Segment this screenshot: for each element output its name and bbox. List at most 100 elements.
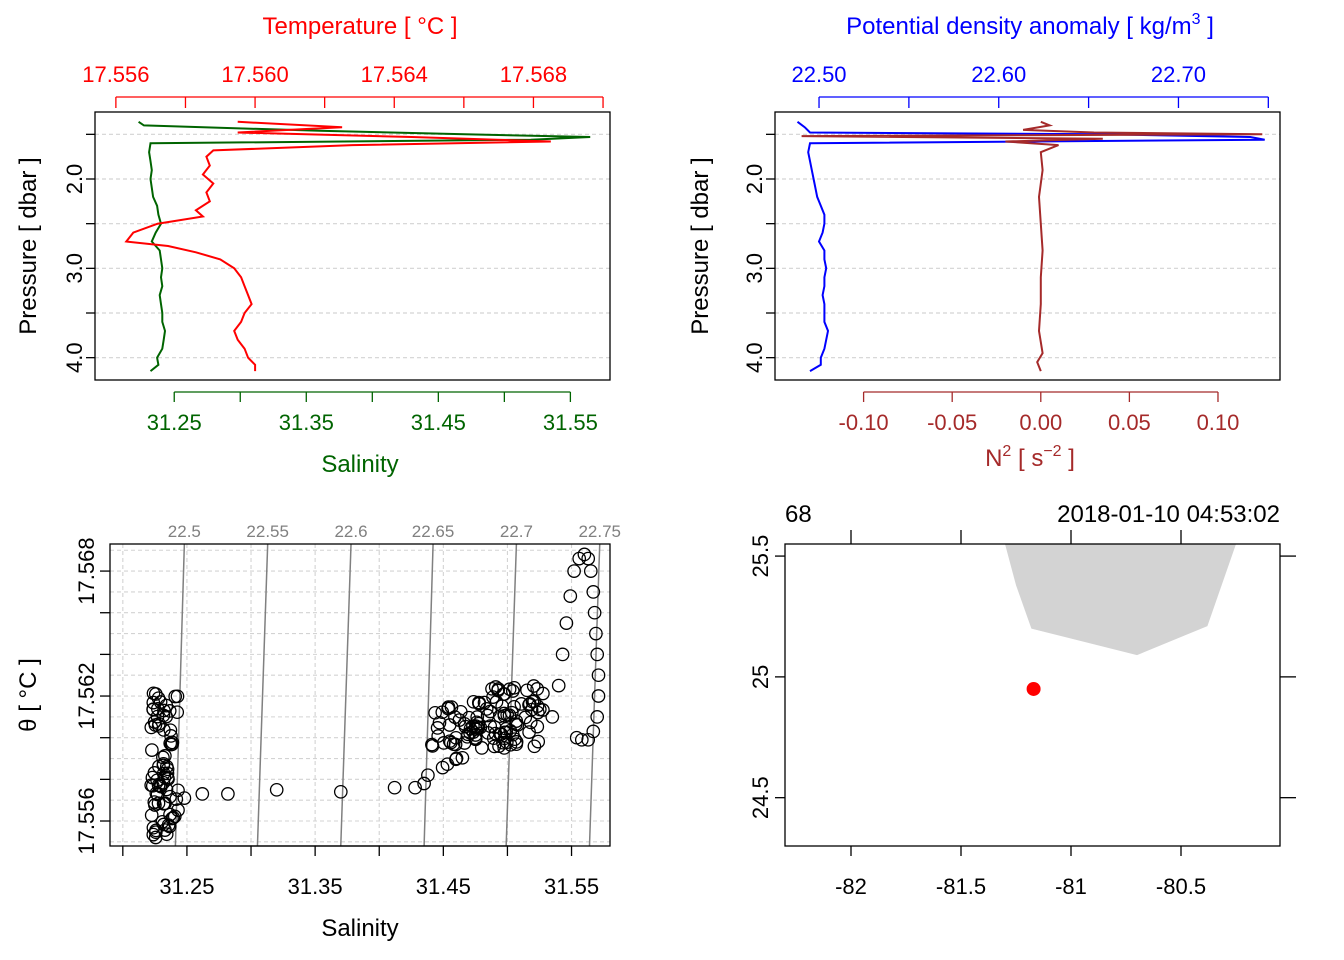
ts-point xyxy=(507,732,522,747)
ts-point xyxy=(466,725,481,739)
ts-point xyxy=(590,710,605,724)
ts-point xyxy=(590,647,605,662)
ts-diagram-panel: 22.5 22.55 22.6 22.65 22.7 22.75 31.25 31.35 31… xyxy=(15,522,621,942)
ts-point xyxy=(159,698,174,713)
salinity-line xyxy=(138,120,591,372)
ts-point xyxy=(333,784,348,799)
ts-point xyxy=(591,689,606,703)
longitude-tick-label: -80.5 xyxy=(1156,874,1206,899)
ts-point xyxy=(387,780,402,795)
ts-point xyxy=(150,709,165,724)
ts-point xyxy=(522,697,536,712)
ts-point xyxy=(587,605,602,620)
ts-point xyxy=(455,750,470,765)
land-polygon xyxy=(1005,544,1236,656)
ts-point xyxy=(485,681,499,696)
n2-tick-label: 0.00 xyxy=(1019,410,1062,435)
ts-point xyxy=(497,741,512,755)
theta-tick-label: 17.568 xyxy=(74,537,99,604)
ts-point xyxy=(165,811,179,826)
isopycnal-line xyxy=(174,543,186,847)
isopycnal-line xyxy=(256,543,269,847)
ts-point xyxy=(195,787,210,801)
ts-point xyxy=(169,792,184,806)
pressure-tick-label: 4.0 xyxy=(62,342,87,373)
temperature-ticks: 17.556 17.560 17.564 17.568 xyxy=(82,62,604,108)
ts-point xyxy=(497,687,512,701)
ts-point xyxy=(151,719,166,733)
ts-point xyxy=(160,762,175,777)
n2-axis-title: N2 [ s−2 ] xyxy=(985,443,1075,472)
ts-point xyxy=(527,739,542,754)
ts-point xyxy=(149,786,164,801)
ts-point xyxy=(152,759,166,774)
density-line xyxy=(796,121,1265,372)
ts-point xyxy=(145,743,159,757)
ts-point xyxy=(446,737,461,752)
pressure-grid xyxy=(775,133,1280,359)
ts-point xyxy=(156,750,170,765)
temperature-tick-label: 17.556 xyxy=(82,62,149,87)
ts-point xyxy=(559,616,574,630)
ts-point xyxy=(158,749,172,763)
pressure-ticks: 2.0 3.0 4.0 xyxy=(742,133,775,373)
n2-tick-label: 0.05 xyxy=(1108,410,1151,435)
ts-point xyxy=(469,715,484,730)
ts-point xyxy=(146,827,161,842)
pressure-tick-label: 3.0 xyxy=(62,253,87,284)
longitude-tick-label: -81 xyxy=(1055,874,1087,899)
temperature-tick-label: 17.568 xyxy=(500,62,567,87)
salinity-tick-label: 31.45 xyxy=(416,874,471,899)
ts-point xyxy=(530,699,545,713)
salinity-tick-label: 31.25 xyxy=(159,874,214,899)
isopycnal-line xyxy=(423,543,434,847)
density-axis-title: Potential density anomaly [ kg/m3 ] xyxy=(846,11,1214,40)
ts-point xyxy=(435,705,450,720)
longitude-tick-label: -82 xyxy=(835,874,867,899)
ts-point xyxy=(164,737,179,752)
ts-point xyxy=(151,796,166,811)
station-map-panel: -82 -81.5 -81 -80.5 24.5 25 25.5 68 2018-01-1… xyxy=(748,501,1296,899)
theta-tick-label: 17.562 xyxy=(74,662,99,729)
longitude-tick-label: -81.5 xyxy=(936,874,986,899)
pressure-grid xyxy=(95,133,610,359)
ts-point xyxy=(156,723,171,737)
ts-point xyxy=(269,782,284,797)
ts-point xyxy=(589,626,603,641)
ts-point xyxy=(477,695,492,710)
ts-point xyxy=(536,686,550,701)
salinity-tick-label: 31.55 xyxy=(543,410,598,435)
pressure-tick-label: 3.0 xyxy=(742,253,767,284)
pressure-ticks: 2.0 3.0 4.0 xyxy=(62,133,95,373)
temperature-line xyxy=(124,120,551,372)
salinity-tick-label: 31.35 xyxy=(288,874,343,899)
isopycnal-label: 22.75 xyxy=(578,522,621,541)
ts-point xyxy=(442,734,457,749)
temperature-salinity-profile-panel: 17.556 17.560 17.564 17.568 31.25 31.35 31.45… xyxy=(15,13,611,478)
ts-point xyxy=(168,689,183,704)
ts-point xyxy=(497,708,512,723)
ts-point xyxy=(586,585,601,599)
n2-tick-label: -0.05 xyxy=(927,410,977,435)
ts-point xyxy=(470,720,485,735)
ts-point xyxy=(583,564,598,578)
salinity-axis-title: Salinity xyxy=(321,915,398,942)
ts-point xyxy=(159,709,174,724)
isopycnal-label: 22.55 xyxy=(246,522,289,541)
plot-frame xyxy=(774,111,1281,381)
ts-point xyxy=(526,679,541,693)
station-time-label: 2018-01-10 04:53:02 xyxy=(1057,501,1280,528)
theta-axis-title: θ [ °C ] xyxy=(15,658,42,732)
salinity-axis-title: Salinity xyxy=(321,451,398,478)
ts-point xyxy=(466,694,481,709)
ts-point xyxy=(520,683,534,698)
profile-series xyxy=(124,120,591,372)
ts-point xyxy=(462,710,476,725)
ts-point xyxy=(509,737,524,752)
ts-point xyxy=(421,768,435,783)
ts-point xyxy=(150,787,165,802)
temperature-tick-label: 17.560 xyxy=(221,62,288,87)
pressure-tick-label: 4.0 xyxy=(742,342,767,373)
plot-frame xyxy=(94,111,611,381)
coastline xyxy=(1005,544,1236,656)
